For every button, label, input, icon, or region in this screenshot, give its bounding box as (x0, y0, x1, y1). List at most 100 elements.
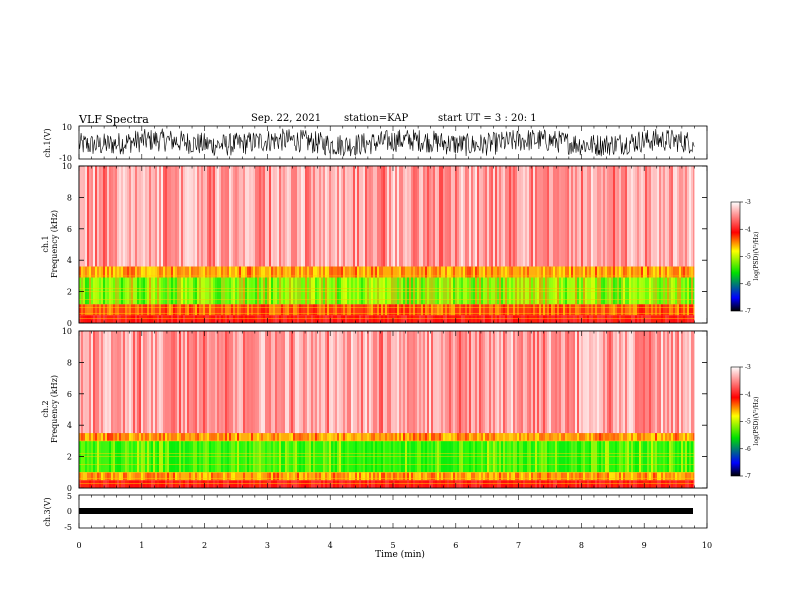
spectrogram-column (331, 277, 333, 305)
spectrogram-column (145, 480, 147, 488)
spectrogram-column (301, 304, 303, 316)
spectrogram-column (469, 166, 471, 267)
spectrogram-column (325, 166, 327, 267)
spectrogram-column (623, 433, 625, 441)
spectrogram-column (293, 277, 295, 305)
spectrogram-column (543, 472, 545, 481)
spectrogram-column (601, 277, 603, 305)
spectrogram-column (383, 472, 385, 481)
spectrogram-column (263, 331, 265, 434)
spectrogram-column (611, 480, 613, 488)
spectrogram-column (643, 472, 645, 481)
spectrogram-column (595, 166, 597, 267)
spectrogram-column (351, 331, 353, 434)
spectrogram-column (241, 472, 243, 481)
spectrogram-column (605, 331, 607, 434)
spectrogram-column (247, 277, 249, 305)
spectrogram-column (209, 166, 211, 267)
spectrogram-column (433, 266, 435, 278)
spectrogram-column (423, 166, 425, 267)
spectrogram-column (381, 166, 383, 267)
spectrogram-column (607, 166, 609, 267)
spectrogram-column (447, 433, 449, 441)
spectrogram-column (591, 166, 593, 267)
spectrogram-column (569, 315, 571, 323)
spectrogram-column (389, 480, 391, 488)
spectrogram-column (395, 166, 397, 267)
spectrogram-column (653, 480, 655, 488)
spectrogram-column (155, 433, 157, 441)
ch2-spectrogram-ylabel-channel: ch.2 (41, 400, 50, 417)
spectrogram-column (505, 331, 507, 434)
spectrogram-column (505, 166, 507, 267)
spectrogram-column (487, 433, 489, 441)
spectrogram-column (641, 331, 643, 434)
spectrogram-column (187, 331, 189, 434)
spectrogram-column (573, 304, 575, 316)
spectrogram-column (221, 315, 223, 323)
spectrogram-column (81, 277, 83, 305)
spectrogram-column (475, 266, 477, 278)
spectrogram-column (165, 433, 167, 441)
spectrogram-column (235, 331, 237, 434)
spectrogram-column (263, 277, 265, 305)
spectrogram-column (103, 480, 105, 488)
spectrogram-column (151, 266, 153, 278)
spectrogram-column (287, 472, 289, 481)
spectrogram-column (419, 472, 421, 481)
spectrogram-column (495, 304, 497, 316)
spectrogram-column (215, 433, 217, 441)
spectrogram-column (575, 433, 577, 441)
spectrogram-column (681, 433, 683, 441)
spectrogram-column (213, 472, 215, 481)
spectrogram-column (503, 331, 505, 434)
spectrogram-column (291, 480, 293, 488)
spectrogram-column (405, 433, 407, 441)
spectrogram-column (289, 266, 291, 278)
spectrogram-column (141, 433, 143, 441)
spectrogram-column (395, 433, 397, 441)
spectrogram-column (515, 277, 517, 305)
spectrogram-column (581, 304, 583, 316)
spectrogram-column (157, 480, 159, 488)
spectrogram-column (587, 266, 589, 278)
spectrogram-column (203, 433, 205, 441)
spectrogram-column (323, 331, 325, 434)
spectrogram-column (567, 266, 569, 278)
spectrogram-column (183, 277, 185, 305)
spectrogram-column (83, 331, 85, 434)
spectrogram-column (285, 166, 287, 267)
spectrogram-column (117, 277, 119, 305)
spectrogram-column (565, 266, 567, 278)
spectrogram-column (639, 331, 641, 434)
spectrogram-column (533, 266, 535, 278)
spectrogram-column (663, 472, 665, 481)
spectrogram-column (201, 315, 203, 323)
spectrogram-column (565, 331, 567, 434)
colorbar-ch2-label: log(PSD)(V²/Hz) (753, 397, 760, 446)
spectrogram-column (385, 277, 387, 305)
spectrogram-column (691, 472, 693, 481)
spectrogram-column (167, 472, 169, 481)
spectrogram-column (501, 277, 503, 305)
spectrogram-column (119, 277, 121, 305)
spectrogram-column (385, 315, 387, 323)
spectrogram-column (417, 166, 419, 267)
spectrogram-column (585, 331, 587, 434)
spectrogram-column (607, 480, 609, 488)
spectrogram-column (89, 331, 91, 434)
spectrogram-column (305, 480, 307, 488)
spectrogram-column (227, 277, 229, 305)
spectrogram-column (529, 331, 531, 434)
spectrogram-column (461, 433, 463, 441)
spectrogram-column (159, 472, 161, 481)
spectrogram-column (289, 472, 291, 481)
spectrogram-column (323, 480, 325, 488)
spectrogram-column (321, 315, 323, 323)
spectrogram-column (131, 304, 133, 316)
spectrogram-column (483, 266, 485, 278)
spectrogram-column (211, 480, 213, 488)
spectrogram-column (483, 166, 485, 267)
spectrogram-column (651, 266, 653, 278)
spectrogram-column (223, 315, 225, 323)
